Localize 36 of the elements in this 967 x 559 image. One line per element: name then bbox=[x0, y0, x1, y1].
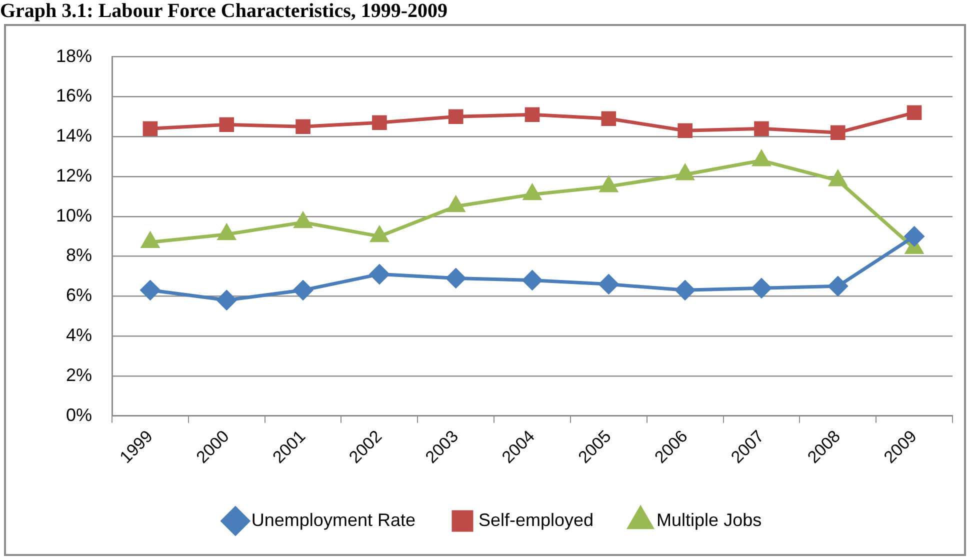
point bbox=[372, 115, 387, 130]
point bbox=[296, 119, 310, 134]
y-tick-label: 6% bbox=[66, 285, 92, 306]
y-tick-label: 14% bbox=[56, 126, 92, 146]
y-tick-label: 0% bbox=[66, 404, 92, 425]
point bbox=[524, 107, 540, 122]
y-tick-label: 18% bbox=[56, 46, 92, 66]
point bbox=[601, 111, 616, 126]
point bbox=[370, 264, 390, 284]
y-tick-label: 12% bbox=[56, 165, 92, 186]
point bbox=[216, 290, 236, 310]
point bbox=[219, 117, 234, 132]
point bbox=[906, 105, 922, 120]
point bbox=[293, 280, 313, 300]
point bbox=[754, 121, 769, 136]
y-tick-label: 10% bbox=[56, 205, 92, 226]
point bbox=[904, 226, 924, 246]
y-tick-label: 8% bbox=[66, 245, 92, 266]
point bbox=[446, 268, 466, 288]
point bbox=[142, 121, 158, 136]
point bbox=[678, 123, 692, 138]
chart-title: Graph 3.1: Labour Force Characteristics, 1999-2009 bbox=[0, 0, 448, 22]
point bbox=[828, 276, 848, 296]
point bbox=[448, 109, 464, 124]
y-tick-label: 4% bbox=[66, 325, 92, 346]
point bbox=[598, 274, 618, 294]
point bbox=[522, 270, 542, 290]
y-tick-label: 2% bbox=[66, 364, 92, 385]
point bbox=[675, 280, 695, 300]
legend-label: Unemployment Rate bbox=[251, 510, 416, 530]
point bbox=[752, 278, 772, 298]
point bbox=[140, 280, 160, 300]
legend-label: Multiple Jobs bbox=[656, 510, 762, 530]
y-tick-label: 16% bbox=[56, 86, 92, 106]
legend-label: Self-employed bbox=[478, 510, 594, 530]
point bbox=[830, 125, 846, 140]
